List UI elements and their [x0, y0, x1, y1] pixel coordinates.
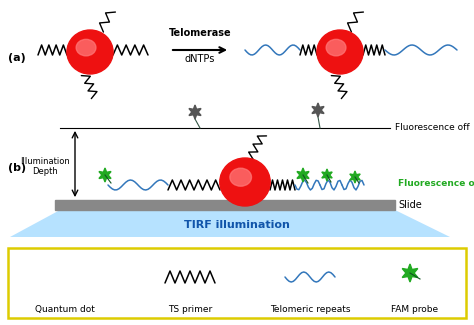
Polygon shape	[322, 169, 332, 181]
Polygon shape	[312, 103, 324, 117]
Text: dNTPs: dNTPs	[185, 54, 215, 64]
Ellipse shape	[76, 39, 96, 56]
Text: FAM probe: FAM probe	[392, 305, 438, 314]
Ellipse shape	[326, 39, 346, 56]
Ellipse shape	[220, 158, 270, 206]
Text: Quantum dot: Quantum dot	[35, 305, 95, 314]
Text: Fluorescence off: Fluorescence off	[395, 124, 470, 133]
Polygon shape	[297, 168, 309, 182]
Text: Telomeric repeats: Telomeric repeats	[270, 305, 350, 314]
Ellipse shape	[317, 30, 363, 74]
Ellipse shape	[50, 263, 80, 291]
Text: Illumination
Depth: Illumination Depth	[20, 157, 70, 176]
FancyBboxPatch shape	[8, 248, 466, 318]
Bar	[55, 200, 395, 210]
Text: (b): (b)	[8, 163, 26, 173]
Polygon shape	[189, 105, 201, 119]
Polygon shape	[350, 171, 360, 183]
Text: Telomerase: Telomerase	[169, 28, 231, 38]
Ellipse shape	[230, 168, 252, 186]
Polygon shape	[10, 210, 450, 237]
Text: TS primer: TS primer	[168, 305, 212, 314]
Text: TIRF illumination: TIRF illumination	[184, 220, 290, 230]
Polygon shape	[402, 264, 418, 282]
Text: Slide: Slide	[398, 200, 422, 210]
Polygon shape	[99, 168, 111, 182]
Ellipse shape	[67, 30, 113, 74]
Text: Fluorescence on: Fluorescence on	[398, 178, 474, 188]
Ellipse shape	[56, 269, 69, 280]
Text: (a): (a)	[8, 53, 26, 63]
